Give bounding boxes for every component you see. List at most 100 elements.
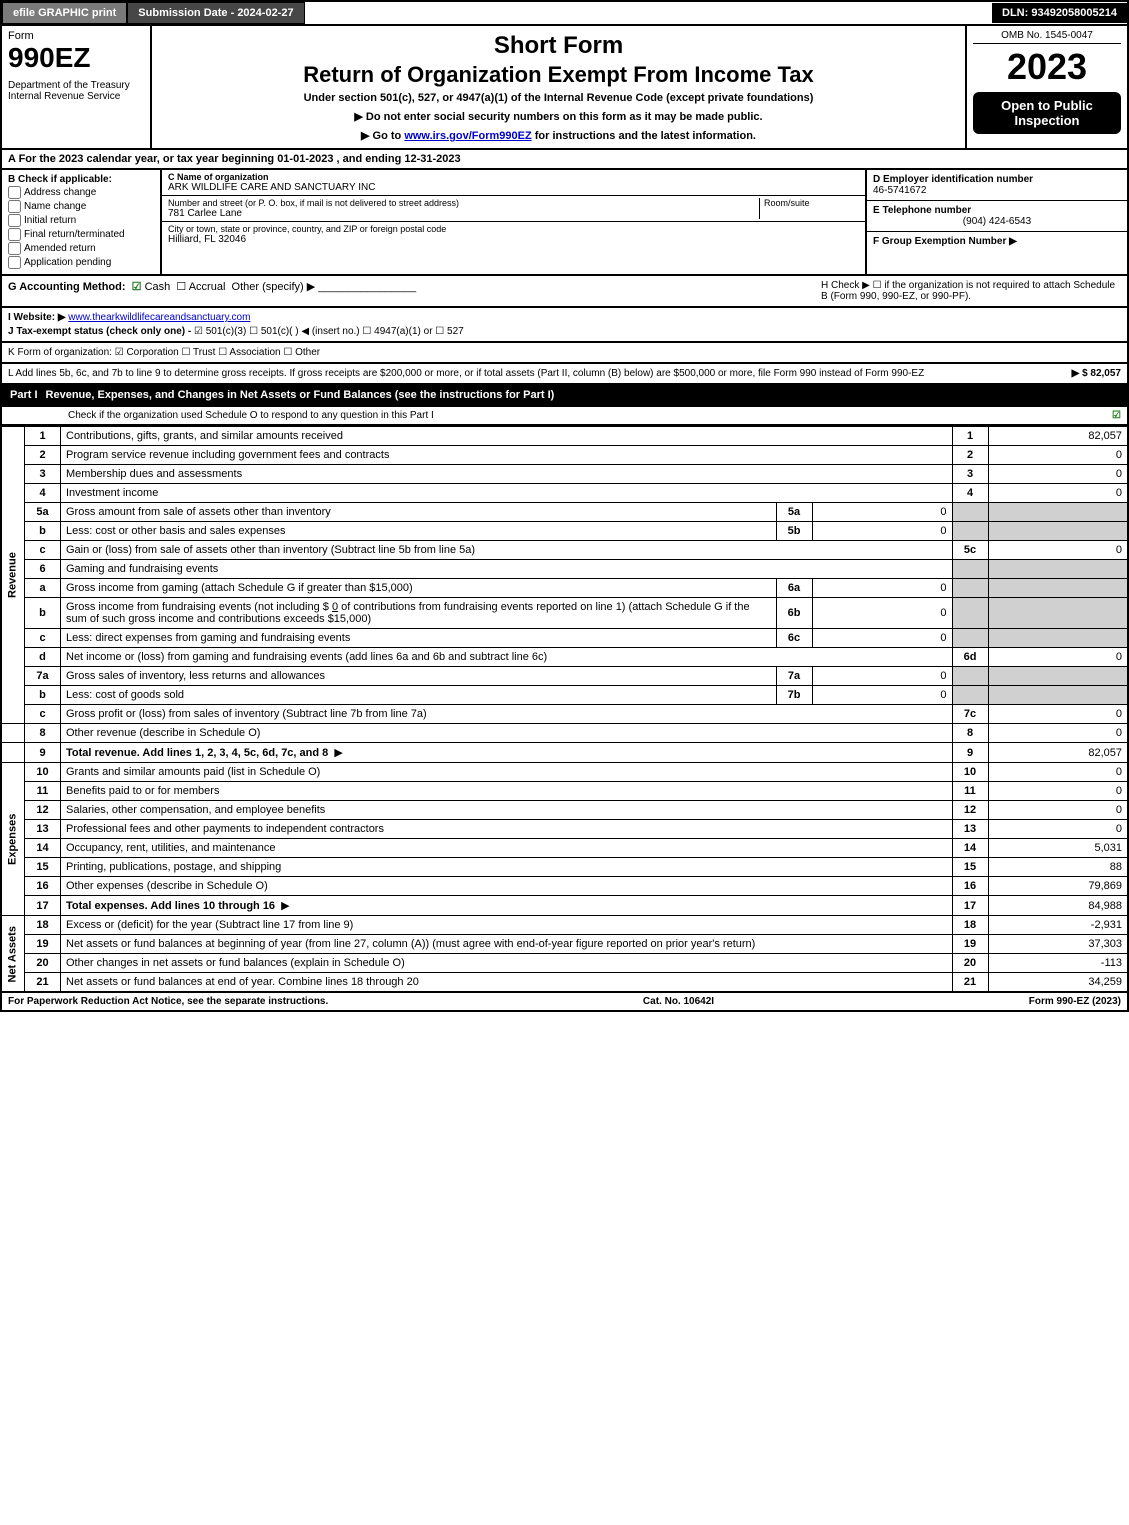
sub-line-val: 0 xyxy=(812,667,952,686)
table-row: 16Other expenses (describe in Schedule O… xyxy=(1,877,1128,896)
line-val: 0 xyxy=(988,648,1128,667)
part1-title: Revenue, Expenses, and Changes in Net As… xyxy=(46,389,1119,401)
table-row: 21Net assets or fund balances at end of … xyxy=(1,973,1128,993)
other-option: Other (specify) ▶ xyxy=(232,281,316,293)
col-c-org-info: C Name of organization ARK WILDLIFE CARE… xyxy=(162,170,867,274)
section-bcdef: B Check if applicable: Address change Na… xyxy=(0,170,1129,276)
form-number: 990EZ xyxy=(8,42,144,74)
line-num: 4 xyxy=(25,484,61,503)
shaded-cell xyxy=(988,522,1128,541)
line-ref: 5c xyxy=(952,541,988,560)
phone-label: E Telephone number xyxy=(873,205,1121,216)
line-desc: Net assets or fund balances at beginning… xyxy=(61,935,953,954)
chk-application-pending[interactable]: Application pending xyxy=(8,256,154,269)
line-desc: Other expenses (describe in Schedule O) xyxy=(61,877,953,896)
netassets-section-label: Net Assets xyxy=(1,916,25,993)
dln-label: DLN: 93492058005214 xyxy=(992,3,1127,23)
table-row: 19Net assets or fund balances at beginni… xyxy=(1,935,1128,954)
line-ref: 16 xyxy=(952,877,988,896)
part1-check-text: Check if the organization used Schedule … xyxy=(8,410,1112,421)
top-bar: efile GRAPHIC print Submission Date - 20… xyxy=(0,0,1129,26)
shaded-cell xyxy=(952,667,988,686)
line-val: 34,259 xyxy=(988,973,1128,993)
line-desc: Gross income from gaming (attach Schedul… xyxy=(61,579,777,598)
ein-row: D Employer identification number 46-5741… xyxy=(867,170,1127,201)
city-state-zip: Hilliard, FL 32046 xyxy=(168,234,859,245)
submission-date-button[interactable]: Submission Date - 2024-02-27 xyxy=(127,2,304,24)
table-row: 17Total expenses. Add lines 10 through 1… xyxy=(1,896,1128,916)
line-num: 15 xyxy=(25,858,61,877)
line-ref: 12 xyxy=(952,801,988,820)
line-num: 13 xyxy=(25,820,61,839)
cash-option: Cash xyxy=(145,281,171,293)
line-num: 3 xyxy=(25,465,61,484)
line-ref: 2 xyxy=(952,446,988,465)
chk-name-change[interactable]: Name change xyxy=(8,200,154,213)
table-row: 3Membership dues and assessments30 xyxy=(1,465,1128,484)
sub-line-val: 0 xyxy=(812,629,952,648)
website-link[interactable]: www.thearkwildlifecareandsanctuary.com xyxy=(68,312,250,323)
table-row: 6Gaming and fundraising events xyxy=(1,560,1128,579)
line-val: 79,869 xyxy=(988,877,1128,896)
sub-line-val: 0 xyxy=(812,686,952,705)
shaded-cell xyxy=(952,522,988,541)
sub-line-ref: 6a xyxy=(776,579,812,598)
line-desc: Program service revenue including govern… xyxy=(61,446,953,465)
table-row: 8Other revenue (describe in Schedule O)8… xyxy=(1,724,1128,743)
h-schedule-b-note: H Check ▶ ☐ if the organization is not r… xyxy=(821,280,1121,302)
chk-amended-return[interactable]: Amended return xyxy=(8,242,154,255)
table-row: Expenses 10Grants and similar amounts pa… xyxy=(1,763,1128,782)
line-val: -2,931 xyxy=(988,916,1128,935)
header-center: Short Form Return of Organization Exempt… xyxy=(152,26,967,148)
shaded-cell xyxy=(952,503,988,522)
line-val: 0 xyxy=(988,782,1128,801)
part1-header: Part I Revenue, Expenses, and Changes in… xyxy=(0,385,1129,407)
line-val: 84,988 xyxy=(988,896,1128,916)
col-b-checkboxes: B Check if applicable: Address change Na… xyxy=(2,170,162,274)
line-num: 6 xyxy=(25,560,61,579)
line-ref: 15 xyxy=(952,858,988,877)
footer-right: Form 990-EZ (2023) xyxy=(1029,996,1121,1007)
irs-link[interactable]: www.irs.gov/Form990EZ xyxy=(404,130,531,142)
line-num: 14 xyxy=(25,839,61,858)
accrual-option: Accrual xyxy=(189,281,226,293)
line-desc: Gross profit or (loss) from sales of inv… xyxy=(61,705,953,724)
table-row: 5aGross amount from sale of assets other… xyxy=(1,503,1128,522)
instruction-goto: ▶ Go to www.irs.gov/Form990EZ for instru… xyxy=(158,129,959,142)
ein-value: 46-5741672 xyxy=(873,185,1121,196)
header-right: OMB No. 1545-0047 2023 Open to Public In… xyxy=(967,26,1127,148)
street-address: 781 Carlee Lane xyxy=(168,208,759,219)
chk-final-return[interactable]: Final return/terminated xyxy=(8,228,154,241)
shaded-cell xyxy=(952,629,988,648)
efile-print-button[interactable]: efile GRAPHIC print xyxy=(2,2,127,24)
chk-address-change[interactable]: Address change xyxy=(8,186,154,199)
table-row: 20Other changes in net assets or fund ba… xyxy=(1,954,1128,973)
instruction-ssn: ▶ Do not enter social security numbers o… xyxy=(158,110,959,123)
street-label: Number and street (or P. O. box, if mail… xyxy=(168,198,759,208)
table-row: 7aGross sales of inventory, less returns… xyxy=(1,667,1128,686)
line-val: 0 xyxy=(988,763,1128,782)
shaded-cell xyxy=(988,686,1128,705)
line-desc: Less: cost of goods sold xyxy=(61,686,777,705)
sub-line-ref: 7a xyxy=(776,667,812,686)
line-num: c xyxy=(25,629,61,648)
line-ref: 13 xyxy=(952,820,988,839)
footer-catno: Cat. No. 10642I xyxy=(643,996,714,1007)
row-l-gross-receipts: L Add lines 5b, 6c, and 7b to line 9 to … xyxy=(0,364,1129,385)
table-row: bLess: cost or other basis and sales exp… xyxy=(1,522,1128,541)
shaded-cell xyxy=(952,686,988,705)
table-row: 12Salaries, other compensation, and empl… xyxy=(1,801,1128,820)
sub-line-ref: 5b xyxy=(776,522,812,541)
line-num: a xyxy=(25,579,61,598)
j-options: ☑ 501(c)(3) ☐ 501(c)( ) ◀ (insert no.) ☐… xyxy=(194,326,464,337)
sub-line-ref: 5a xyxy=(776,503,812,522)
line-val: 0 xyxy=(988,446,1128,465)
line-ref: 1 xyxy=(952,427,988,446)
shaded-cell xyxy=(988,503,1128,522)
line-desc: Net assets or fund balances at end of ye… xyxy=(61,973,953,993)
part1-checkbox[interactable]: ☑ xyxy=(1112,410,1121,421)
row-gh: G Accounting Method: ☑ Cash ☐ Accrual Ot… xyxy=(0,276,1129,308)
table-row: cGross profit or (loss) from sales of in… xyxy=(1,705,1128,724)
chk-initial-return[interactable]: Initial return xyxy=(8,214,154,227)
line-val: 88 xyxy=(988,858,1128,877)
